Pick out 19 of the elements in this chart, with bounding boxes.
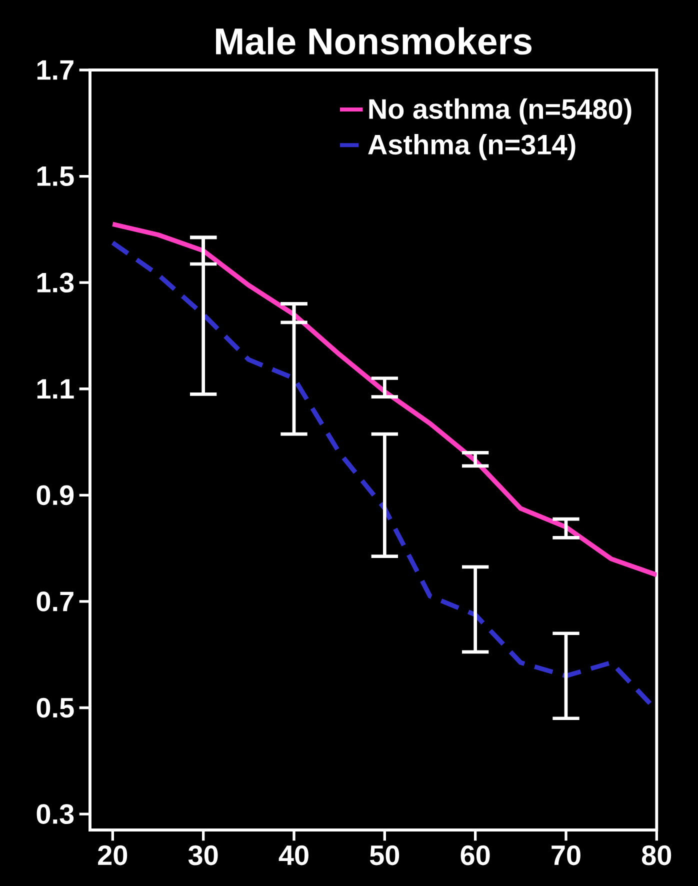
legend-label: Asthma (n=314)	[368, 134, 576, 160]
y-tick-label: 1.1	[37, 379, 74, 399]
y-tick-label: 0.9	[36, 485, 74, 506]
x-tick-label: 20	[98, 845, 128, 866]
y-tick-label: 0.7	[36, 592, 74, 612]
x-tick-label: 30	[188, 845, 218, 866]
y-tick-label: 1.3	[37, 272, 74, 293]
y-tick-label: 1.7	[37, 60, 74, 80]
y-tick-label: 0.5	[36, 698, 74, 718]
y-tick-label: 0.3	[36, 804, 74, 824]
x-tick-label: 40	[278, 845, 308, 866]
x-tick-label: 50	[370, 845, 400, 866]
chart-title: Male Nonsmokers	[216, 27, 532, 55]
x-tick-label: 60	[460, 845, 490, 866]
x-tick-label: 70	[552, 845, 580, 866]
x-tick-label: 80	[642, 845, 672, 866]
legend-label: No asthma (n=5480)	[369, 98, 632, 124]
y-tick-label: 1.5	[37, 166, 74, 186]
line-series	[110, 222, 657, 578]
